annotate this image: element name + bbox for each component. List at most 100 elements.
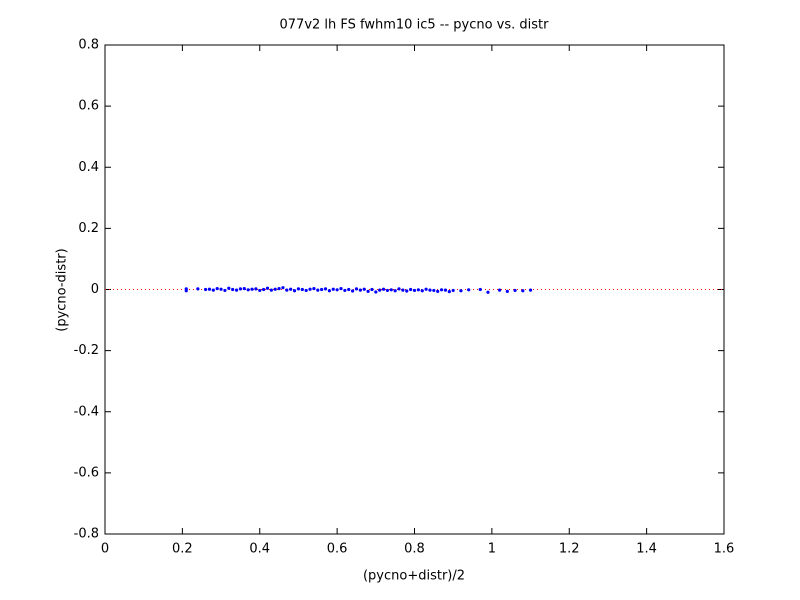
point	[513, 288, 517, 293]
y-tick-label: 0.2	[78, 221, 99, 236]
point	[265, 286, 270, 290]
chart-title: 077v2 lh FS fwhm10 ic5 -- pycno vs. dist…	[280, 18, 550, 33]
point	[312, 286, 316, 291]
point	[347, 287, 351, 292]
point	[374, 290, 378, 294]
y-tick-label: 0.8	[78, 38, 99, 53]
x-tick-label: 0.4	[249, 542, 270, 557]
y-tick-label: -0.6	[74, 465, 99, 480]
point	[323, 287, 328, 291]
point	[354, 287, 359, 291]
point	[381, 287, 386, 291]
point	[521, 289, 525, 293]
point	[246, 288, 250, 292]
point	[378, 288, 382, 292]
point	[343, 288, 347, 293]
y-tick-label: 0.6	[78, 99, 99, 114]
point	[405, 289, 409, 293]
point	[296, 287, 301, 291]
x-tick-label: 1.4	[636, 542, 657, 557]
point	[238, 287, 243, 291]
point	[393, 289, 397, 293]
y-tick-label: -0.2	[74, 343, 99, 358]
point	[424, 287, 428, 291]
point	[528, 288, 533, 292]
point	[436, 289, 440, 293]
point	[331, 287, 335, 291]
x-tick-label: 0.8	[404, 542, 425, 557]
x-tick-label: 1.2	[559, 542, 580, 557]
point	[227, 286, 231, 290]
point	[412, 288, 417, 293]
point	[215, 286, 219, 291]
point	[304, 288, 308, 293]
point	[262, 287, 266, 292]
point	[351, 289, 355, 293]
point	[443, 288, 448, 292]
point	[320, 287, 324, 292]
point	[277, 286, 281, 291]
point	[366, 289, 370, 293]
point	[401, 288, 405, 292]
point	[300, 287, 304, 292]
point	[498, 288, 502, 292]
point	[335, 288, 339, 292]
point	[184, 289, 188, 293]
y-tick-label: -0.8	[74, 527, 99, 542]
point	[258, 288, 262, 293]
x-tick-label: 0.6	[327, 542, 348, 557]
point	[362, 287, 366, 291]
point	[250, 287, 254, 291]
y-tick-label: -0.4	[74, 404, 99, 419]
point	[451, 288, 455, 293]
point	[273, 287, 277, 291]
point	[234, 288, 239, 292]
point	[439, 288, 444, 292]
x-tick-label: 0.2	[172, 542, 193, 557]
point	[231, 287, 235, 292]
point	[416, 288, 420, 292]
point	[254, 287, 258, 291]
point	[269, 288, 273, 292]
point	[207, 287, 212, 291]
point	[467, 288, 471, 292]
point	[505, 289, 509, 293]
point	[242, 286, 246, 291]
point	[203, 287, 208, 292]
point	[223, 288, 227, 293]
point	[211, 288, 215, 292]
point	[289, 287, 293, 291]
x-tick-label: 0	[101, 542, 109, 557]
point	[196, 287, 200, 291]
point	[447, 290, 451, 294]
point	[389, 288, 393, 292]
point	[327, 289, 331, 293]
x-tick-label: 1	[488, 542, 496, 557]
point	[316, 288, 320, 292]
point	[358, 288, 362, 292]
point	[339, 286, 343, 291]
point	[428, 288, 432, 292]
x-axis-label: (pycno+distr)/2	[363, 569, 465, 584]
point	[281, 286, 285, 290]
y-axis-label: (pycno-distr)	[55, 248, 70, 331]
point	[459, 289, 463, 293]
y-tick-label: 0	[91, 282, 99, 297]
point	[420, 289, 424, 293]
point	[478, 287, 482, 292]
point	[432, 288, 436, 293]
point	[219, 287, 223, 291]
x-tick-label: 1.6	[714, 542, 735, 557]
point	[285, 288, 289, 292]
point	[397, 287, 401, 291]
point	[370, 287, 374, 292]
point	[308, 287, 312, 291]
point	[385, 288, 390, 293]
y-tick-label: 0.4	[78, 160, 99, 175]
point	[486, 290, 490, 294]
point	[292, 289, 297, 293]
point	[409, 287, 413, 292]
